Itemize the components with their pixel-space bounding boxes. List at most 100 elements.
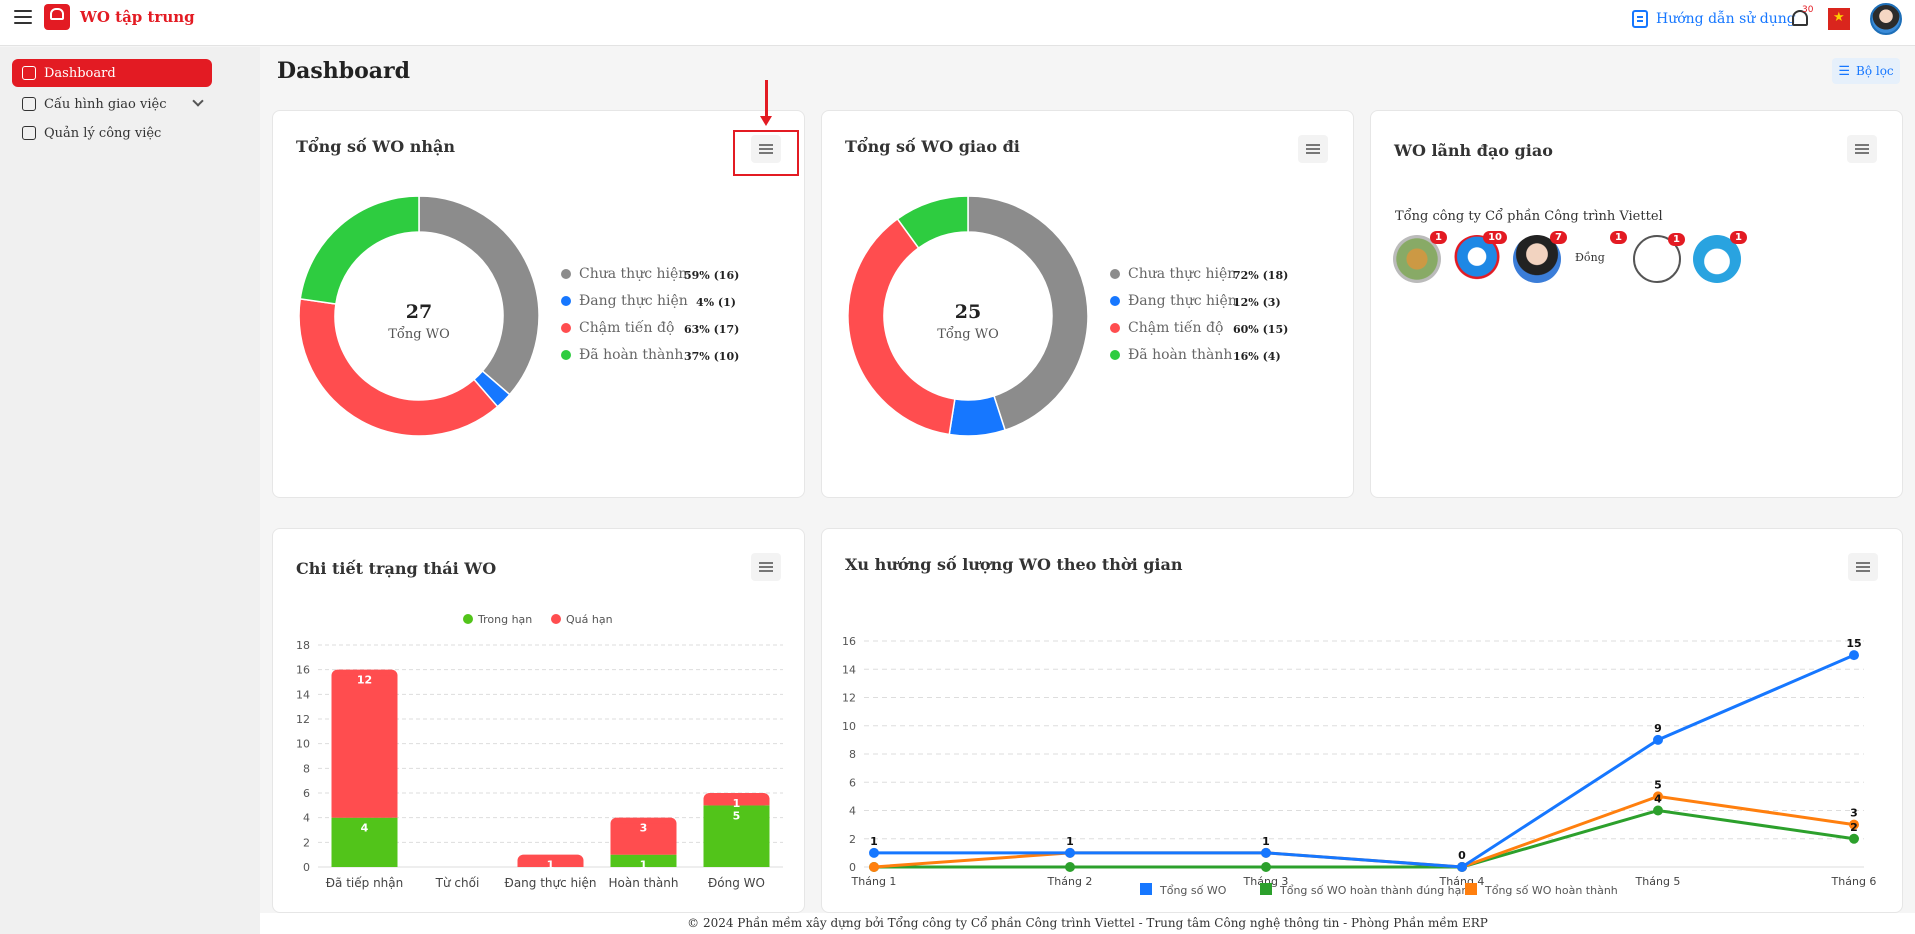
data-point[interactable] bbox=[1653, 805, 1663, 816]
user-avatar[interactable] bbox=[1870, 3, 1902, 35]
card-title: WO lãnh đạo giao bbox=[1394, 141, 1553, 160]
legend-dot bbox=[561, 350, 571, 360]
donut-slice[interactable] bbox=[299, 195, 420, 305]
bar-segment[interactable] bbox=[703, 805, 770, 867]
legend-marker[interactable] bbox=[1260, 883, 1272, 895]
card-settings-button[interactable] bbox=[1848, 553, 1878, 581]
legend-item[interactable]: Đang thực hiện bbox=[561, 293, 688, 309]
card-settings-button[interactable] bbox=[751, 135, 781, 163]
data-point[interactable] bbox=[1065, 847, 1075, 858]
card-title: Chi tiết trạng thái WO bbox=[296, 559, 497, 578]
notification-count: 30 bbox=[1802, 5, 1814, 15]
bar-data-label: 1 bbox=[733, 797, 741, 810]
avatar-badge: 1 bbox=[1730, 231, 1747, 244]
legend-label[interactable]: Tổng số WO hoàn thành đúng hạn bbox=[1279, 884, 1468, 897]
leader-wo-card: WO lãnh đạo giao Tổng công ty Cổ phần Cô… bbox=[1370, 110, 1903, 498]
legend-item[interactable]: Đã hoàn thành bbox=[561, 347, 683, 363]
leader-avatar[interactable]: 1 bbox=[1693, 231, 1747, 283]
bar-segment[interactable] bbox=[610, 854, 677, 867]
legend-label[interactable]: Tổng số WO bbox=[1159, 884, 1227, 897]
data-point[interactable] bbox=[1849, 819, 1859, 830]
top-bar: WO tập trung Hướng dẫn sử dụng 30 bbox=[0, 0, 1915, 46]
series-line[interactable] bbox=[874, 808, 1855, 869]
data-point[interactable] bbox=[1849, 650, 1859, 661]
leader-avatar[interactable]: Đồng 1 bbox=[1573, 231, 1627, 283]
sent-donut-chart bbox=[847, 195, 1089, 437]
donut-slice[interactable] bbox=[847, 217, 956, 436]
sidebar-item-dashboard[interactable]: Dashboard bbox=[12, 59, 212, 87]
data-label: 4 bbox=[1654, 793, 1662, 806]
data-label: 9 bbox=[1654, 722, 1662, 735]
user-guide-link[interactable]: Hướng dẫn sử dụng bbox=[1632, 8, 1796, 30]
donut-slice[interactable] bbox=[418, 195, 540, 396]
sidebar-item-task-management[interactable]: Quản lý công việc bbox=[12, 119, 212, 147]
leader-avatar[interactable]: 7 bbox=[1513, 231, 1567, 283]
data-label: 0 bbox=[1458, 849, 1466, 862]
data-label: 1 bbox=[1262, 835, 1270, 848]
legend-label: Chậm tiến độ bbox=[1128, 320, 1224, 336]
app-logo[interactable] bbox=[44, 4, 70, 30]
data-point[interactable] bbox=[869, 847, 879, 858]
data-point[interactable] bbox=[1457, 862, 1467, 872]
notification-bell-icon[interactable] bbox=[1790, 8, 1810, 30]
data-point[interactable] bbox=[1849, 833, 1859, 844]
legend-item[interactable]: Chưa thực hiện bbox=[1110, 266, 1236, 282]
legend-marker[interactable] bbox=[1140, 883, 1152, 895]
bar-segment-fill bbox=[331, 675, 398, 818]
leader-avatar[interactable]: 10 bbox=[1453, 231, 1507, 283]
legend-label[interactable]: Trong hạn bbox=[477, 613, 532, 626]
x-tick-label: Tháng 3 bbox=[1243, 875, 1289, 888]
briefcase-icon bbox=[22, 126, 36, 140]
avatar-badge: 1 bbox=[1668, 233, 1685, 246]
filter-button[interactable]: ☰ Bộ lọc bbox=[1832, 58, 1900, 84]
card-settings-button[interactable] bbox=[751, 553, 781, 581]
legend-marker[interactable] bbox=[1465, 883, 1477, 895]
data-point[interactable] bbox=[1653, 734, 1663, 745]
series-line[interactable] bbox=[874, 653, 1855, 869]
vietnam-flag-icon[interactable] bbox=[1828, 8, 1850, 30]
leader-avatar[interactable]: 1 bbox=[1393, 231, 1447, 283]
legend-value: 4% (1) bbox=[696, 296, 736, 309]
y-tick-label: 0 bbox=[849, 861, 856, 874]
donut-slice[interactable] bbox=[896, 195, 969, 250]
data-point[interactable] bbox=[1261, 862, 1271, 872]
donut-slice[interactable] bbox=[967, 195, 1089, 432]
y-tick-label: 8 bbox=[849, 748, 856, 761]
document-icon bbox=[1632, 10, 1648, 28]
legend-item[interactable]: Đang thực hiện bbox=[1110, 293, 1237, 309]
sidebar-item-assignment-config[interactable]: Cấu hình giao việc bbox=[12, 90, 212, 118]
company-name: Tổng công ty Cổ phần Công trình Viettel bbox=[1395, 209, 1663, 224]
series-line[interactable] bbox=[873, 794, 1855, 869]
data-point[interactable] bbox=[869, 862, 879, 872]
legend-label[interactable]: Quá hạn bbox=[566, 613, 613, 626]
legend-item[interactable]: Chậm tiến độ bbox=[561, 320, 674, 336]
app-title[interactable]: WO tập trung bbox=[80, 8, 195, 26]
menu-icon[interactable] bbox=[14, 10, 32, 26]
data-label: 1 bbox=[1066, 835, 1074, 848]
data-point[interactable] bbox=[1261, 847, 1271, 858]
data-label: 15 bbox=[1846, 637, 1861, 650]
legend-marker[interactable] bbox=[551, 614, 561, 624]
legend-item[interactable]: Chậm tiến độ bbox=[1110, 320, 1223, 336]
filter-label: Bộ lọc bbox=[1856, 64, 1894, 78]
bar-segment-fill bbox=[517, 860, 584, 867]
bar-data-label: 3 bbox=[640, 822, 648, 835]
legend-item[interactable]: Chưa thực hiện bbox=[561, 266, 687, 282]
chevron-down-icon[interactable] bbox=[192, 95, 204, 107]
data-point[interactable] bbox=[1065, 862, 1075, 872]
data-label: 1 bbox=[870, 835, 878, 848]
avatar-badge: 10 bbox=[1483, 231, 1507, 244]
leader-avatar[interactable]: 1 bbox=[1633, 233, 1685, 283]
card-settings-button[interactable] bbox=[1847, 135, 1877, 163]
legend-label[interactable]: Tổng số WO hoàn thành bbox=[1484, 884, 1618, 897]
legend-dot bbox=[1110, 269, 1120, 279]
legend-marker[interactable] bbox=[463, 614, 473, 624]
avatar-badge: 1 bbox=[1610, 231, 1627, 244]
data-point[interactable] bbox=[1653, 791, 1663, 802]
legend-dot bbox=[561, 269, 571, 279]
legend-item[interactable]: Đã hoàn thành bbox=[1110, 347, 1232, 363]
x-tick-label: Tháng 5 bbox=[1635, 875, 1681, 888]
card-settings-button[interactable] bbox=[1298, 135, 1328, 163]
bar-segment[interactable] bbox=[331, 817, 398, 867]
donut-slice[interactable] bbox=[298, 298, 499, 437]
